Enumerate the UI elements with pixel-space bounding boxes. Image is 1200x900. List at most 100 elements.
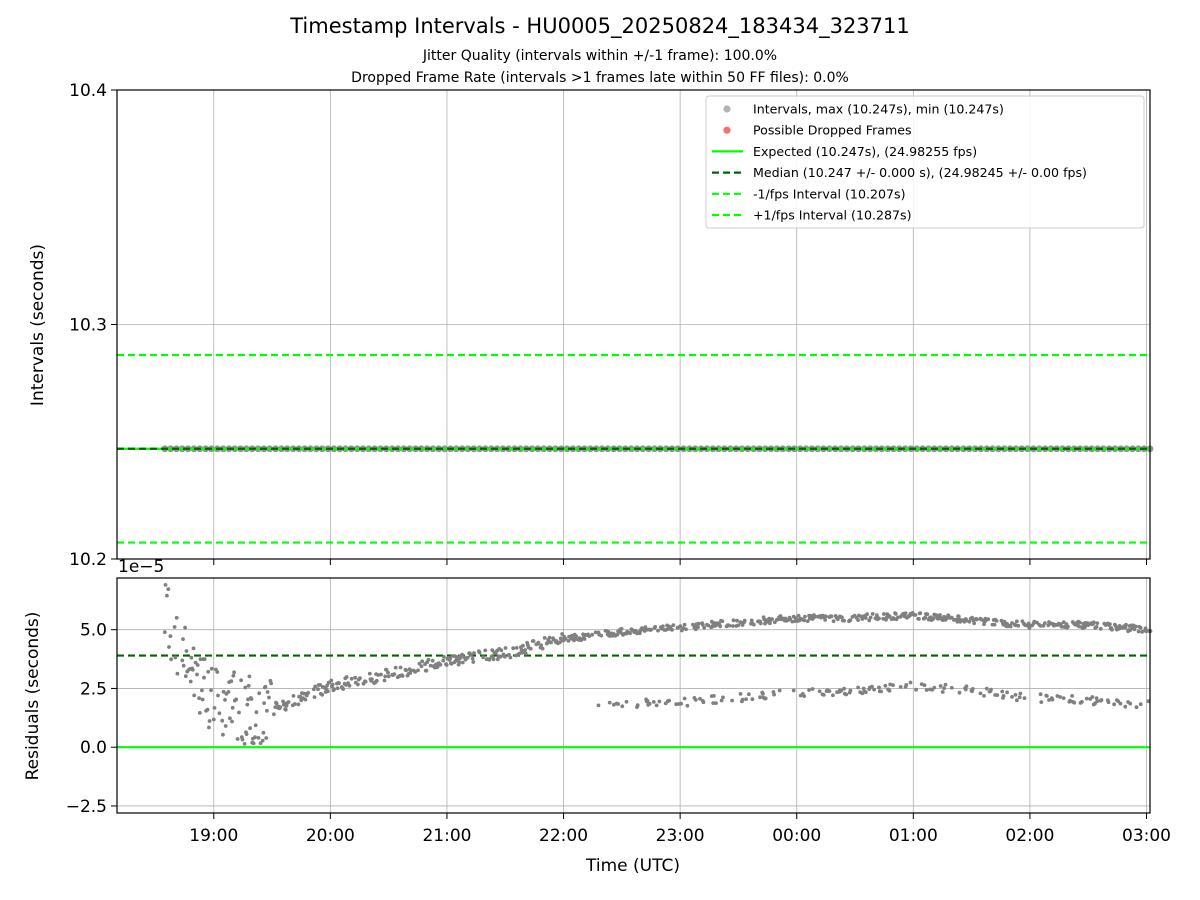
residual-point <box>165 593 169 598</box>
residual-point <box>175 671 180 676</box>
residual-point <box>195 672 199 677</box>
residual-point <box>751 622 756 627</box>
residual-point <box>810 687 815 691</box>
residual-point <box>940 690 945 694</box>
x-tick-label: 19:00 <box>189 826 238 846</box>
residual-point <box>696 625 700 630</box>
residual-point <box>1017 695 1022 700</box>
residual-point <box>1013 623 1018 628</box>
residual-point <box>246 697 250 702</box>
residual-point <box>763 696 768 701</box>
residual-point <box>198 657 203 662</box>
residual-point <box>229 679 234 684</box>
residual-point <box>616 702 620 706</box>
residual-point <box>232 670 237 675</box>
residual-point <box>207 719 212 723</box>
residual-point <box>1072 700 1077 705</box>
residual-point <box>1146 699 1151 704</box>
residual-point <box>363 679 368 684</box>
residual-point <box>887 614 892 618</box>
residual-point <box>674 702 679 707</box>
residual-point <box>358 676 362 680</box>
residual-point <box>986 617 991 622</box>
residual-point <box>376 673 381 677</box>
residual-point <box>398 665 403 670</box>
residual-point <box>420 659 425 664</box>
residual-point <box>957 690 962 695</box>
residual-point <box>303 697 308 702</box>
residual-point <box>943 682 948 687</box>
residual-point <box>181 663 186 668</box>
residual-point <box>972 621 977 626</box>
residual-point <box>293 702 297 706</box>
residual-point <box>1134 705 1139 710</box>
residual-point <box>531 639 536 643</box>
residual-point <box>243 685 248 690</box>
residual-point <box>570 635 575 640</box>
residual-point <box>590 632 595 637</box>
residuals-y-tick-label: 2.5 <box>80 679 107 699</box>
residual-point <box>286 700 291 704</box>
residual-point <box>1015 698 1019 703</box>
intervals-y-tick-label: 10.2 <box>69 550 107 570</box>
residual-point <box>992 622 997 627</box>
residual-point <box>374 678 379 683</box>
residual-point <box>329 678 334 683</box>
legend-entry-label: Median (10.247 +/- 0.000 s), (24.98245 +… <box>753 165 1087 180</box>
x-tick-label: 02:00 <box>1005 826 1054 846</box>
residual-point <box>540 646 545 651</box>
residual-point <box>970 615 974 620</box>
legend-entry-label: Possible Dropped Frames <box>753 123 912 138</box>
residual-point <box>942 686 946 691</box>
residual-point <box>221 732 225 737</box>
residual-point <box>593 630 598 635</box>
residual-point <box>166 587 171 591</box>
residual-point <box>174 615 179 620</box>
residual-point <box>386 674 391 679</box>
residual-point <box>386 670 390 675</box>
residual-point <box>240 737 245 742</box>
residual-point <box>982 694 986 698</box>
residual-point <box>426 657 431 662</box>
residual-point <box>1106 700 1111 705</box>
residual-point <box>840 615 844 620</box>
residual-point <box>260 738 265 743</box>
chart-title: Timestamp Intervals - HU0005_20250824_18… <box>290 14 910 38</box>
residual-point <box>258 741 263 746</box>
residual-point <box>870 612 875 616</box>
residual-point <box>721 695 725 700</box>
residual-point <box>226 690 231 694</box>
residual-point <box>647 701 652 706</box>
legend-marker-0 <box>723 105 731 113</box>
residual-point <box>172 625 177 629</box>
residual-point <box>353 675 357 680</box>
residual-point <box>498 654 503 659</box>
residual-point <box>624 699 629 704</box>
residual-point <box>460 660 465 665</box>
chart-subtitle-dropped: Dropped Frame Rate (intervals >1 frames … <box>351 70 849 86</box>
residual-point <box>261 730 266 735</box>
residual-point <box>875 613 879 618</box>
residual-point <box>731 618 736 623</box>
residual-point <box>549 640 553 645</box>
residual-point <box>883 683 888 688</box>
residual-point <box>761 692 765 696</box>
chart-legend: Intervals, max (10.247s), min (10.247s) P… <box>705 95 1145 229</box>
residual-point <box>720 619 725 624</box>
residual-point <box>1005 690 1009 695</box>
residual-point <box>1013 693 1018 697</box>
residual-point <box>1038 692 1043 697</box>
residual-point <box>1136 629 1141 634</box>
residual-point <box>460 652 464 657</box>
residual-point <box>163 583 168 587</box>
residual-point <box>735 618 739 623</box>
residual-point <box>400 674 405 678</box>
residual-point <box>698 696 702 701</box>
residual-point <box>379 672 383 677</box>
residual-point <box>749 618 754 623</box>
residual-point <box>560 632 564 636</box>
residual-point <box>325 689 330 694</box>
residual-point <box>320 692 325 697</box>
residual-point <box>1123 704 1128 709</box>
residual-point <box>167 645 171 649</box>
